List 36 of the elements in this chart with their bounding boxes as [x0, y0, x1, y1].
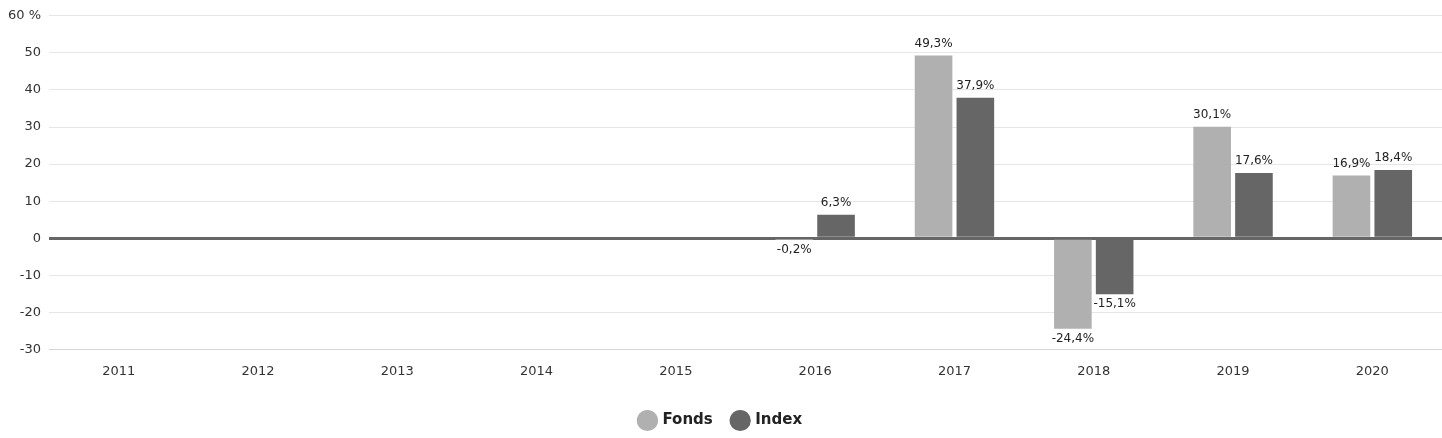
- bar: [1193, 126, 1231, 237]
- data-label: 17,6%: [1234, 153, 1274, 168]
- x-tick-label: 2019: [1216, 362, 1250, 378]
- legend-label: Index: [755, 410, 803, 429]
- x-tick-label: 2016: [798, 362, 832, 378]
- legend-label: Fonds: [662, 410, 713, 429]
- data-label: -15,1%: [1093, 296, 1136, 311]
- data-label: 18,4%: [1374, 150, 1413, 165]
- y-tick-label: 10: [24, 192, 42, 208]
- y-tick-label: 60 %: [8, 7, 42, 23]
- x-tick-label: 2015: [659, 362, 693, 378]
- x-tick-label: 2017: [937, 362, 972, 378]
- x-tick-label: 2018: [1077, 362, 1111, 378]
- y-tick-label: 20: [24, 155, 42, 171]
- x-tick-label: 2013: [380, 362, 414, 378]
- y-tick-label: -30: [19, 340, 42, 356]
- y-tick-label: 40: [24, 81, 42, 97]
- data-label: 37,9%: [956, 77, 995, 92]
- data-label: 6,3%: [820, 194, 852, 209]
- x-tick-label: 2020: [1355, 362, 1389, 378]
- y-tick-label: 0: [32, 229, 42, 245]
- data-label: -0,2%: [776, 241, 812, 256]
- data-label: 16,9%: [1332, 155, 1371, 170]
- data-label: 49,3%: [914, 35, 953, 50]
- y-tick-label: -20: [19, 303, 42, 319]
- x-tick-label: 2012: [241, 362, 275, 378]
- y-tick-label: 30: [24, 118, 42, 134]
- bar: [1054, 239, 1092, 329]
- data-label: 30,1%: [1193, 106, 1232, 121]
- y-tick-label: 50: [24, 44, 42, 60]
- x-tick-label: 2011: [102, 362, 136, 378]
- x-tick-label: 2014: [520, 362, 554, 378]
- bar: [914, 55, 953, 237]
- y-tick-label: -10: [19, 266, 42, 282]
- bar: [1332, 175, 1371, 237]
- data-label: -24,4%: [1051, 330, 1095, 345]
